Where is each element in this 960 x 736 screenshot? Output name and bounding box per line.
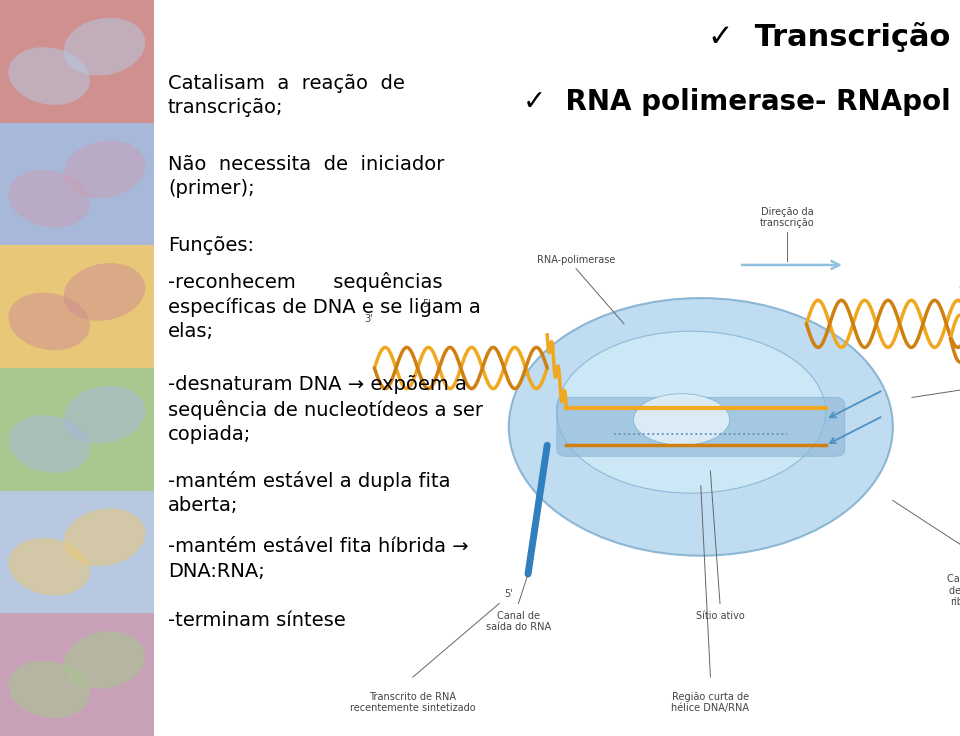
Ellipse shape xyxy=(63,631,145,689)
Text: Canal de entrada
de trifosfatos de
ribonucleosídeo: Canal de entrada de trifosfatos de ribon… xyxy=(947,574,960,607)
Text: Região curta de
hélice DNA/RNA: Região curta de hélice DNA/RNA xyxy=(671,692,750,713)
Text: -mantém estável fita híbrida →
DNA:RNA;: -mantém estável fita híbrida → DNA:RNA; xyxy=(168,537,468,581)
Ellipse shape xyxy=(9,538,90,595)
Ellipse shape xyxy=(63,141,145,198)
Bar xyxy=(0,491,154,613)
Text: Catalisam  a  reação  de
transcrição;: Catalisam a reação de transcrição; xyxy=(168,74,405,117)
Bar xyxy=(0,368,154,491)
Ellipse shape xyxy=(63,18,145,76)
Bar xyxy=(0,613,154,736)
Ellipse shape xyxy=(509,298,893,556)
Text: -terminam síntese: -terminam síntese xyxy=(168,611,346,630)
Text: -mantém estável a dupla fita
aberta;: -mantém estável a dupla fita aberta; xyxy=(168,471,450,515)
Text: ✓  Transcrição: ✓ Transcrição xyxy=(708,22,950,52)
Ellipse shape xyxy=(634,394,730,445)
Bar xyxy=(0,0,154,123)
Bar xyxy=(154,0,960,736)
Text: ✓  RNA polimerase- RNApol: ✓ RNA polimerase- RNApol xyxy=(522,88,950,116)
Text: 3': 3' xyxy=(365,314,373,324)
Text: Transcrito de RNA
recentemente sintetizado: Transcrito de RNA recentemente sintetiza… xyxy=(350,692,475,713)
Ellipse shape xyxy=(9,415,90,473)
Ellipse shape xyxy=(63,386,145,444)
Text: Canal de
saída do RNA: Canal de saída do RNA xyxy=(486,611,551,632)
Text: Não  necessita  de  iniciador
(primer);: Não necessita de iniciador (primer); xyxy=(168,155,444,198)
Bar xyxy=(0,245,154,368)
Text: Funções:: Funções: xyxy=(168,236,254,255)
Text: Sítio ativo: Sítio ativo xyxy=(696,611,744,621)
Ellipse shape xyxy=(63,509,145,566)
Text: -reconhecem      sequências
específicas de DNA e se ligam a
elas;: -reconhecem sequências específicas de DN… xyxy=(168,272,481,342)
FancyBboxPatch shape xyxy=(557,397,845,456)
Ellipse shape xyxy=(557,331,826,493)
Ellipse shape xyxy=(9,292,90,350)
Ellipse shape xyxy=(63,263,145,321)
Text: 5': 5' xyxy=(422,299,431,309)
Ellipse shape xyxy=(9,660,90,718)
Bar xyxy=(0,123,154,245)
Text: -desnaturam DNA → expõem a
sequência de nucleotídeos a ser
copiada;: -desnaturam DNA → expõem a sequência de … xyxy=(168,375,483,445)
Text: Direção da
transcrição: Direção da transcrição xyxy=(760,207,814,228)
Ellipse shape xyxy=(9,47,90,105)
Text: RNA-polimerase: RNA-polimerase xyxy=(537,255,615,265)
Text: 5': 5' xyxy=(504,589,514,599)
Ellipse shape xyxy=(9,170,90,227)
